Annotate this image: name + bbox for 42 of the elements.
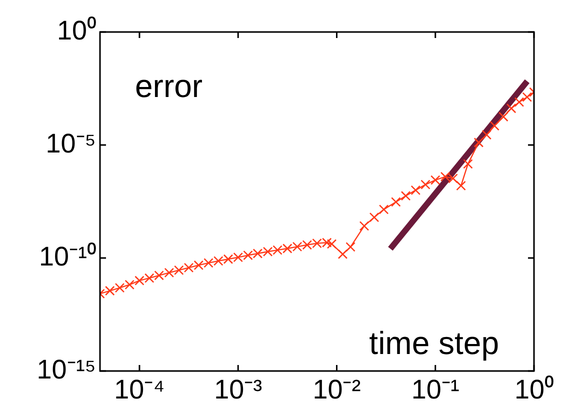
point: [302, 240, 312, 250]
y-tick-label: 10⁰: [56, 15, 96, 46]
point: [184, 262, 194, 273]
point: [282, 244, 292, 254]
x-tick-label: 10⁻³: [214, 374, 262, 405]
x-tick-label: 10⁻²: [312, 374, 361, 405]
x-tick-label: 10⁻¹: [411, 374, 460, 405]
point: [114, 282, 125, 293]
point: [124, 280, 134, 290]
point: [223, 254, 234, 264]
point: [410, 185, 421, 196]
point: [194, 260, 204, 270]
point: [252, 248, 263, 258]
point: [400, 190, 411, 201]
point: [104, 286, 115, 296]
point: [144, 273, 154, 283]
point: [154, 270, 164, 280]
point: [262, 246, 273, 257]
y-tick-label: 10⁻⁵: [46, 128, 96, 158]
x-tick-label: 10⁰: [514, 374, 554, 405]
point: [440, 172, 450, 182]
point: [233, 252, 243, 262]
x-axis-title: time step: [369, 324, 499, 361]
point: [420, 180, 430, 190]
point: [448, 174, 458, 184]
point: [369, 212, 380, 222]
point: [430, 175, 440, 185]
point: [292, 242, 302, 252]
y-axis-title: error: [135, 68, 203, 104]
point: [391, 197, 401, 207]
y-tick-label: 10⁻¹⁵: [36, 354, 96, 384]
y-tick-label: 10⁻¹⁰: [38, 241, 96, 272]
point: [312, 238, 322, 248]
point: [272, 245, 282, 255]
point: [164, 268, 174, 278]
point: [213, 256, 224, 266]
point: [204, 258, 214, 268]
point: [134, 276, 144, 286]
point: [243, 250, 253, 260]
point: [174, 265, 184, 276]
x-tick-label: 10⁻⁴: [114, 374, 165, 405]
point: [322, 238, 332, 248]
